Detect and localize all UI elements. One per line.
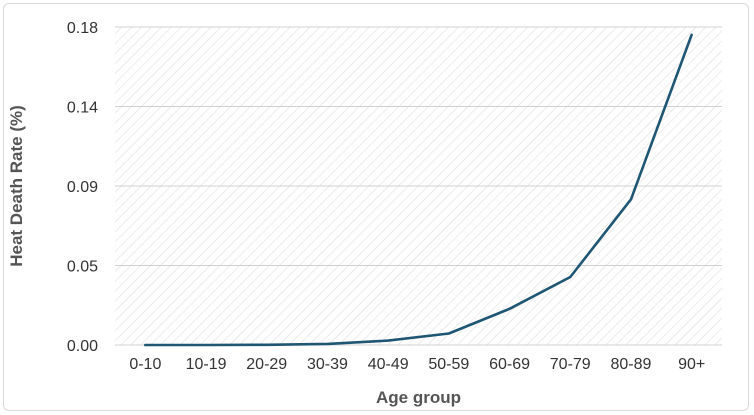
gridlines xyxy=(115,26,722,346)
x-tick-label: 90+ xyxy=(678,356,705,373)
y-tick-label: 0.05 xyxy=(67,259,98,276)
x-tick-label: 20-29 xyxy=(246,356,287,373)
y-tick-label: 0.00 xyxy=(67,338,98,355)
x-tick-label: 40-49 xyxy=(368,356,409,373)
x-axis-ticks: 0-10 10-19 20-29 30-39 40-49 50-59 60-69 70-79 8… xyxy=(129,356,705,373)
x-axis-title: Age group xyxy=(376,388,461,407)
y-tick-label: 0.09 xyxy=(67,179,98,196)
x-tick-label: 50-59 xyxy=(428,356,469,373)
x-tick-label: 10-19 xyxy=(186,356,227,373)
y-axis-title: Heat Death Rate (%) xyxy=(7,105,26,267)
y-tick-label: 0.14 xyxy=(67,100,98,117)
y-tick-label: 0.18 xyxy=(67,20,98,37)
y-axis-ticks: 0.00 0.05 0.09 0.14 0.18 xyxy=(67,20,98,355)
x-tick-label: 0-10 xyxy=(129,356,161,373)
x-tick-label: 30-39 xyxy=(307,356,348,373)
x-tick-label: 70-79 xyxy=(550,356,591,373)
x-tick-label: 80-89 xyxy=(610,356,651,373)
x-tick-label: 60-69 xyxy=(489,356,530,373)
series-line xyxy=(144,33,693,347)
